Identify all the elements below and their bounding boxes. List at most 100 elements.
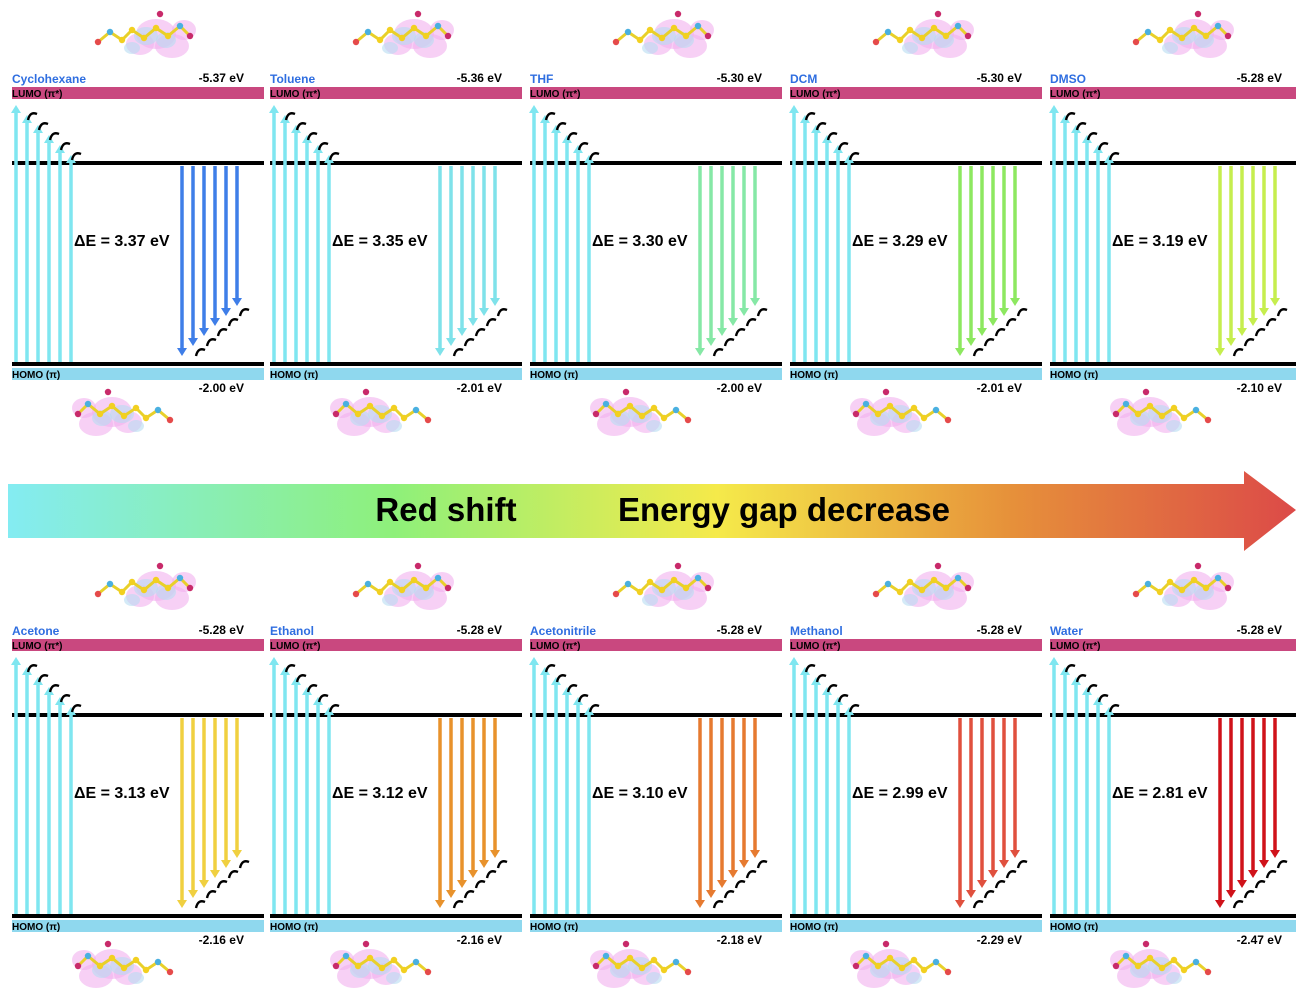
emission-arrowhead bbox=[188, 890, 198, 898]
molecule-orbital-image bbox=[94, 10, 196, 58]
orbital-lobe bbox=[902, 42, 918, 54]
molecule-atom bbox=[882, 940, 890, 948]
lumo-label: LUMO (π*) bbox=[270, 89, 320, 100]
emission-arrowhead bbox=[977, 328, 987, 336]
relaxation-hook-upper bbox=[826, 132, 838, 141]
energy-gap-label: ΔE = 2.81 eV bbox=[1112, 785, 1208, 802]
molecule-atom bbox=[414, 10, 422, 18]
lumo-bar bbox=[530, 87, 782, 99]
excitation-arrowhead bbox=[529, 657, 539, 665]
molecule-atom bbox=[932, 406, 940, 414]
molecule-atom bbox=[422, 584, 430, 592]
molecule-atom bbox=[884, 580, 892, 588]
molecule-atom bbox=[942, 32, 950, 40]
banner-arrow bbox=[8, 471, 1296, 551]
emission-arrowhead bbox=[479, 308, 489, 316]
homo-energy-label: -2.16 eV bbox=[199, 933, 244, 947]
emission-arrowhead bbox=[221, 308, 231, 316]
excitation-arrowhead bbox=[33, 125, 43, 133]
molecule-atom bbox=[378, 412, 386, 420]
relaxation-hook-upper bbox=[37, 122, 49, 131]
relaxation-hook-lower bbox=[983, 890, 995, 899]
molecule-atom bbox=[84, 952, 92, 960]
energy-panel-thf: THF -5.30 eV LUMO (π*) HOMO (π) -2.00 eV ΔE =… bbox=[529, 10, 782, 436]
orbital-lobe bbox=[350, 410, 370, 426]
emission-arrowhead bbox=[1248, 318, 1258, 326]
orbital-lobe bbox=[382, 594, 398, 606]
homo-energy-label: -2.01 eV bbox=[977, 381, 1022, 395]
molecule-atom bbox=[332, 962, 340, 970]
molecule-atom bbox=[142, 966, 150, 974]
molecule-atom bbox=[1112, 962, 1120, 970]
molecule-atom bbox=[352, 590, 360, 598]
molecule-atom bbox=[896, 36, 904, 44]
relaxation-hook-upper bbox=[804, 664, 816, 673]
relaxation-hook-upper bbox=[577, 142, 589, 151]
homo-energy-label: -2.29 eV bbox=[977, 933, 1022, 947]
homo-label: HOMO (π) bbox=[790, 922, 838, 933]
lumo-energy-label: -5.37 eV bbox=[199, 71, 244, 85]
relaxation-hook-upper bbox=[317, 142, 329, 151]
molecule-atom bbox=[434, 22, 442, 30]
lumo-energy-label: -5.30 eV bbox=[717, 71, 762, 85]
orbital-lobe bbox=[386, 972, 402, 984]
emission-arrowhead bbox=[1248, 870, 1258, 878]
relaxation-hook-upper bbox=[588, 152, 600, 161]
excitation-arrowhead bbox=[833, 697, 843, 705]
molecule-atom bbox=[1214, 574, 1222, 582]
relaxation-hook-upper bbox=[70, 704, 82, 713]
emission-arrowhead bbox=[750, 298, 760, 306]
excitation-arrowhead bbox=[540, 115, 550, 123]
lumo-bar bbox=[1050, 87, 1296, 99]
relaxation-hook-lower bbox=[972, 900, 984, 909]
relaxation-hook-upper bbox=[284, 112, 296, 121]
relaxation-hook-lower bbox=[994, 880, 1006, 889]
orbital-lobe bbox=[382, 42, 398, 54]
molecule-orbital-image bbox=[1132, 10, 1234, 58]
relaxation-hook-upper bbox=[837, 142, 849, 151]
homo-bar bbox=[12, 920, 264, 932]
molecule-atom bbox=[898, 964, 906, 972]
orbital-lobe bbox=[610, 410, 630, 426]
relaxation-hook-upper bbox=[1108, 704, 1120, 713]
relaxation-hook-upper bbox=[804, 112, 816, 121]
molecule-atom bbox=[142, 414, 150, 422]
relaxation-hook-upper bbox=[544, 112, 556, 121]
homo-bar bbox=[530, 368, 782, 380]
emission-arrowhead bbox=[457, 880, 467, 888]
emission-arrowhead bbox=[739, 860, 749, 868]
lumo-energy-label: -5.28 eV bbox=[199, 623, 244, 637]
relaxation-hook-upper bbox=[295, 674, 307, 683]
relaxation-hook-upper bbox=[815, 122, 827, 131]
molecule-atom bbox=[612, 590, 620, 598]
molecule-atom bbox=[342, 400, 350, 408]
molecule-atom bbox=[614, 962, 622, 970]
relaxation-hook-upper bbox=[59, 694, 71, 703]
relaxation-hook-lower bbox=[1243, 890, 1255, 899]
relaxation-hook-lower bbox=[227, 318, 239, 327]
molecule-atom bbox=[592, 410, 600, 418]
energy-panel-toluene: Toluene -5.36 eV LUMO (π*) HOMO (π) -2.01 eV… bbox=[269, 10, 522, 436]
molecule-atom bbox=[398, 34, 406, 42]
emission-arrowhead bbox=[728, 870, 738, 878]
relaxation-hook-lower bbox=[474, 880, 486, 889]
excitation-arrowhead bbox=[11, 657, 21, 665]
orbital-lobe bbox=[642, 594, 658, 606]
excitation-arrowhead bbox=[1049, 657, 1059, 665]
solvent-label: Ethanol bbox=[270, 624, 314, 638]
emission-arrowhead bbox=[1226, 890, 1236, 898]
orbital-lobe bbox=[1162, 42, 1178, 54]
excitation-arrowhead bbox=[66, 707, 76, 715]
molecule-atom bbox=[626, 954, 634, 962]
molecule-atom bbox=[154, 406, 162, 414]
molecule-atom bbox=[646, 578, 654, 586]
molecule-atom bbox=[1190, 576, 1198, 584]
relaxation-hook-lower bbox=[205, 890, 217, 899]
relaxation-hook-lower bbox=[1005, 318, 1017, 327]
lumo-bar bbox=[270, 639, 522, 651]
solvent-label: Cyclohexane bbox=[12, 72, 86, 86]
emission-arrowhead bbox=[966, 890, 976, 898]
emission-arrowhead bbox=[232, 298, 242, 306]
excitation-arrowhead bbox=[540, 667, 550, 675]
molecule-atom bbox=[614, 410, 622, 418]
